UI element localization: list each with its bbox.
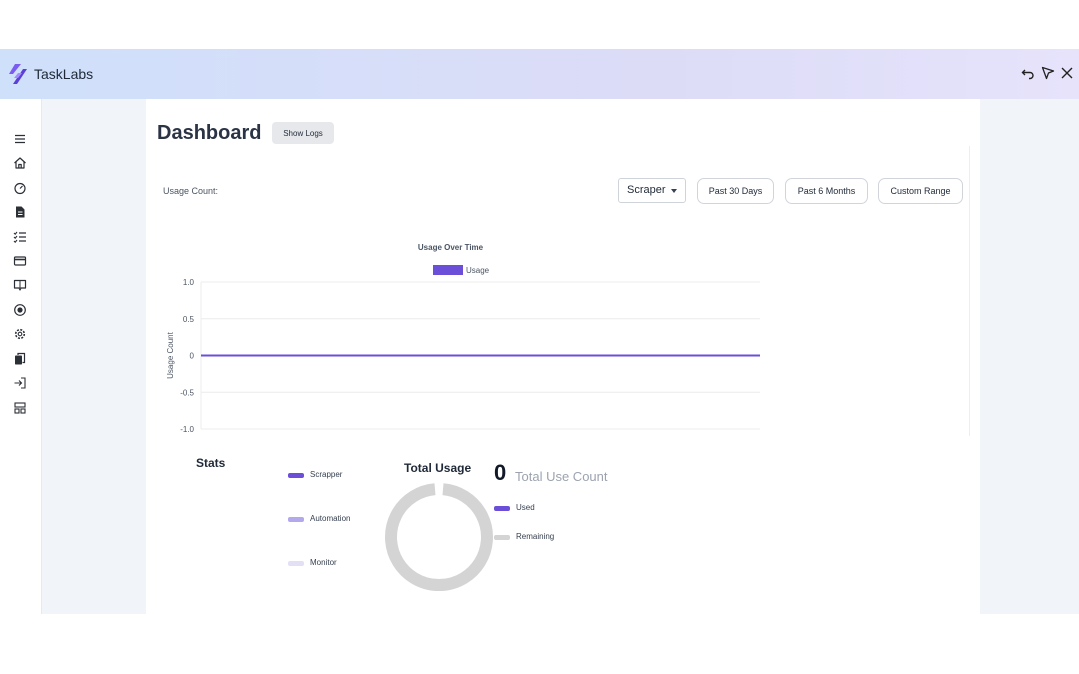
chart-legend-swatch [433,265,463,275]
legend-label: Remaining [516,532,555,541]
record-icon[interactable] [13,303,27,317]
undo-icon[interactable] [1021,66,1035,80]
book-icon[interactable] [13,278,27,292]
stats-title: Stats [196,456,226,470]
title-bar [0,49,1079,99]
chart-y-tick-label: -1.0 [180,425,194,434]
total-usage-count: 0 [494,460,507,485]
server-icon[interactable] [13,401,27,415]
legend-label: Monitor [310,558,337,567]
close-icon[interactable] [1060,66,1074,80]
speedometer-icon[interactable] [13,181,27,195]
left-gutter [42,99,146,614]
checklist-icon[interactable] [13,230,27,244]
menu-icon[interactable] [13,132,27,146]
chart-y-tick-label: 1.0 [183,278,195,287]
page-title: Dashboard [157,122,262,144]
legend-swatch [494,535,510,540]
chart-title: Usage Over Time [418,243,484,252]
legend-swatch [288,473,304,478]
usage-count-label: Usage Count: [163,186,219,196]
chart-y-axis-label: Usage Count [166,331,175,378]
gear-icon[interactable] [13,327,27,341]
total-usage-donut [385,483,493,591]
legend-label: Automation [310,514,351,523]
right-gutter [980,99,1079,614]
chart-y-tick-label: 0 [190,352,195,361]
card-icon[interactable] [13,254,27,268]
home-icon[interactable] [13,156,27,170]
legend-swatch [288,517,304,522]
chart-legend-label: Usage [466,266,490,275]
pointer-icon[interactable] [1041,66,1055,80]
past-6-months-button[interactable]: Past 6 Months [785,178,868,204]
legend-label: Used [516,503,535,512]
total-usage-title: Total Usage [404,461,472,475]
donut-remaining-arc [385,483,493,591]
usage-type-select[interactable]: Scraper [618,178,686,203]
total-use-count-label: Total Use Count [515,469,608,484]
custom-range-button[interactable]: Custom Range [878,178,963,204]
show-logs-button[interactable]: Show Logs [272,122,334,144]
chart-y-tick-label: 0.5 [183,315,195,324]
legend-swatch [288,561,304,566]
tasklabs-logo-icon [9,64,27,84]
logout-icon[interactable] [13,376,27,390]
chevron-down-icon [671,189,677,193]
app-title: TaskLabs [34,66,94,82]
legend-label: Scrapper [310,470,343,479]
past-30-days-button[interactable]: Past 30 Days [697,178,774,204]
copy-icon[interactable] [13,352,27,366]
chart-y-tick-label: -0.5 [180,388,194,397]
legend-swatch [494,506,510,511]
panel-divider [969,146,970,436]
usage-type-select-value: Scraper [627,184,666,196]
document-icon[interactable] [13,205,27,219]
